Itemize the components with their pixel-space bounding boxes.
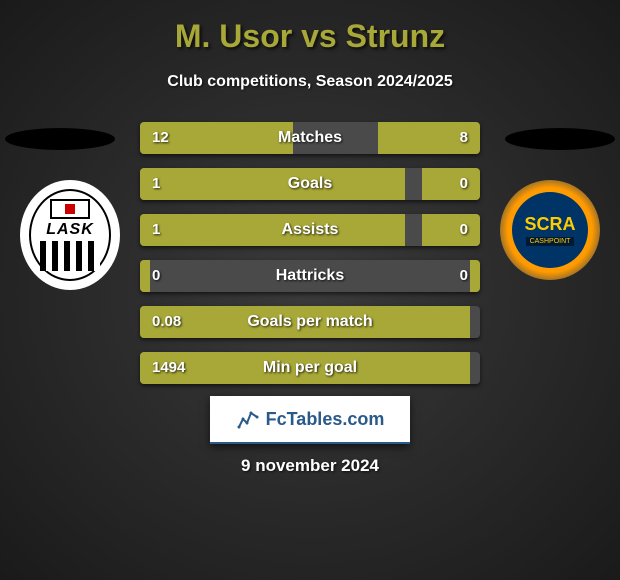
stat-row: Goals1 0	[140, 168, 480, 200]
stat-row: Matches12 8	[140, 122, 480, 154]
team-badge-right: SCRA CASHPOINT	[500, 180, 600, 290]
stat-label: Goals per match	[140, 306, 480, 338]
stats-container: Matches128Goals10Assists10Hattricks00Goa…	[140, 122, 480, 398]
scra-badge-icon: SCRA CASHPOINT	[500, 180, 600, 280]
comparison-subtitle: Club competitions, Season 2024/2025	[0, 73, 620, 91]
watermark: FcTables.com	[210, 396, 410, 444]
stat-value-left: 0.08	[152, 306, 181, 338]
stat-value-right: 8	[460, 122, 468, 154]
shadow-right	[505, 128, 615, 150]
scra-sub: CASHPOINT	[526, 237, 575, 246]
stat-value-left: 1494	[152, 352, 185, 384]
stat-row: Goals per match0.08	[140, 306, 480, 338]
stat-row: Assists1 0	[140, 214, 480, 246]
stat-value-right: 0	[460, 168, 468, 200]
stat-value-left: 0	[152, 260, 160, 292]
team-badge-left: LASK	[20, 180, 120, 290]
comparison-date: 9 november 2024	[0, 456, 620, 476]
chart-icon	[236, 407, 260, 431]
stat-value-left: 12	[152, 122, 169, 154]
shadow-left	[5, 128, 115, 150]
stat-row: Hattricks0 0	[140, 260, 480, 292]
stat-label: Hattricks	[140, 260, 480, 292]
stat-value-left: 1	[152, 214, 160, 246]
stat-label: Matches	[140, 122, 480, 154]
stat-value-left: 1	[152, 168, 160, 200]
stat-label: Assists	[140, 214, 480, 246]
lask-badge-icon: LASK	[20, 180, 120, 290]
stat-value-right: 0	[460, 214, 468, 246]
stat-row: Min per goal1494	[140, 352, 480, 384]
stat-value-right: 0	[460, 260, 468, 292]
scra-text: SCRA	[524, 214, 575, 235]
stat-label: Min per goal	[140, 352, 480, 384]
watermark-text: FcTables.com	[266, 409, 385, 430]
stat-label: Goals	[140, 168, 480, 200]
comparison-title: M. Usor vs Strunz	[0, 0, 620, 55]
lask-text: LASK	[46, 221, 94, 239]
